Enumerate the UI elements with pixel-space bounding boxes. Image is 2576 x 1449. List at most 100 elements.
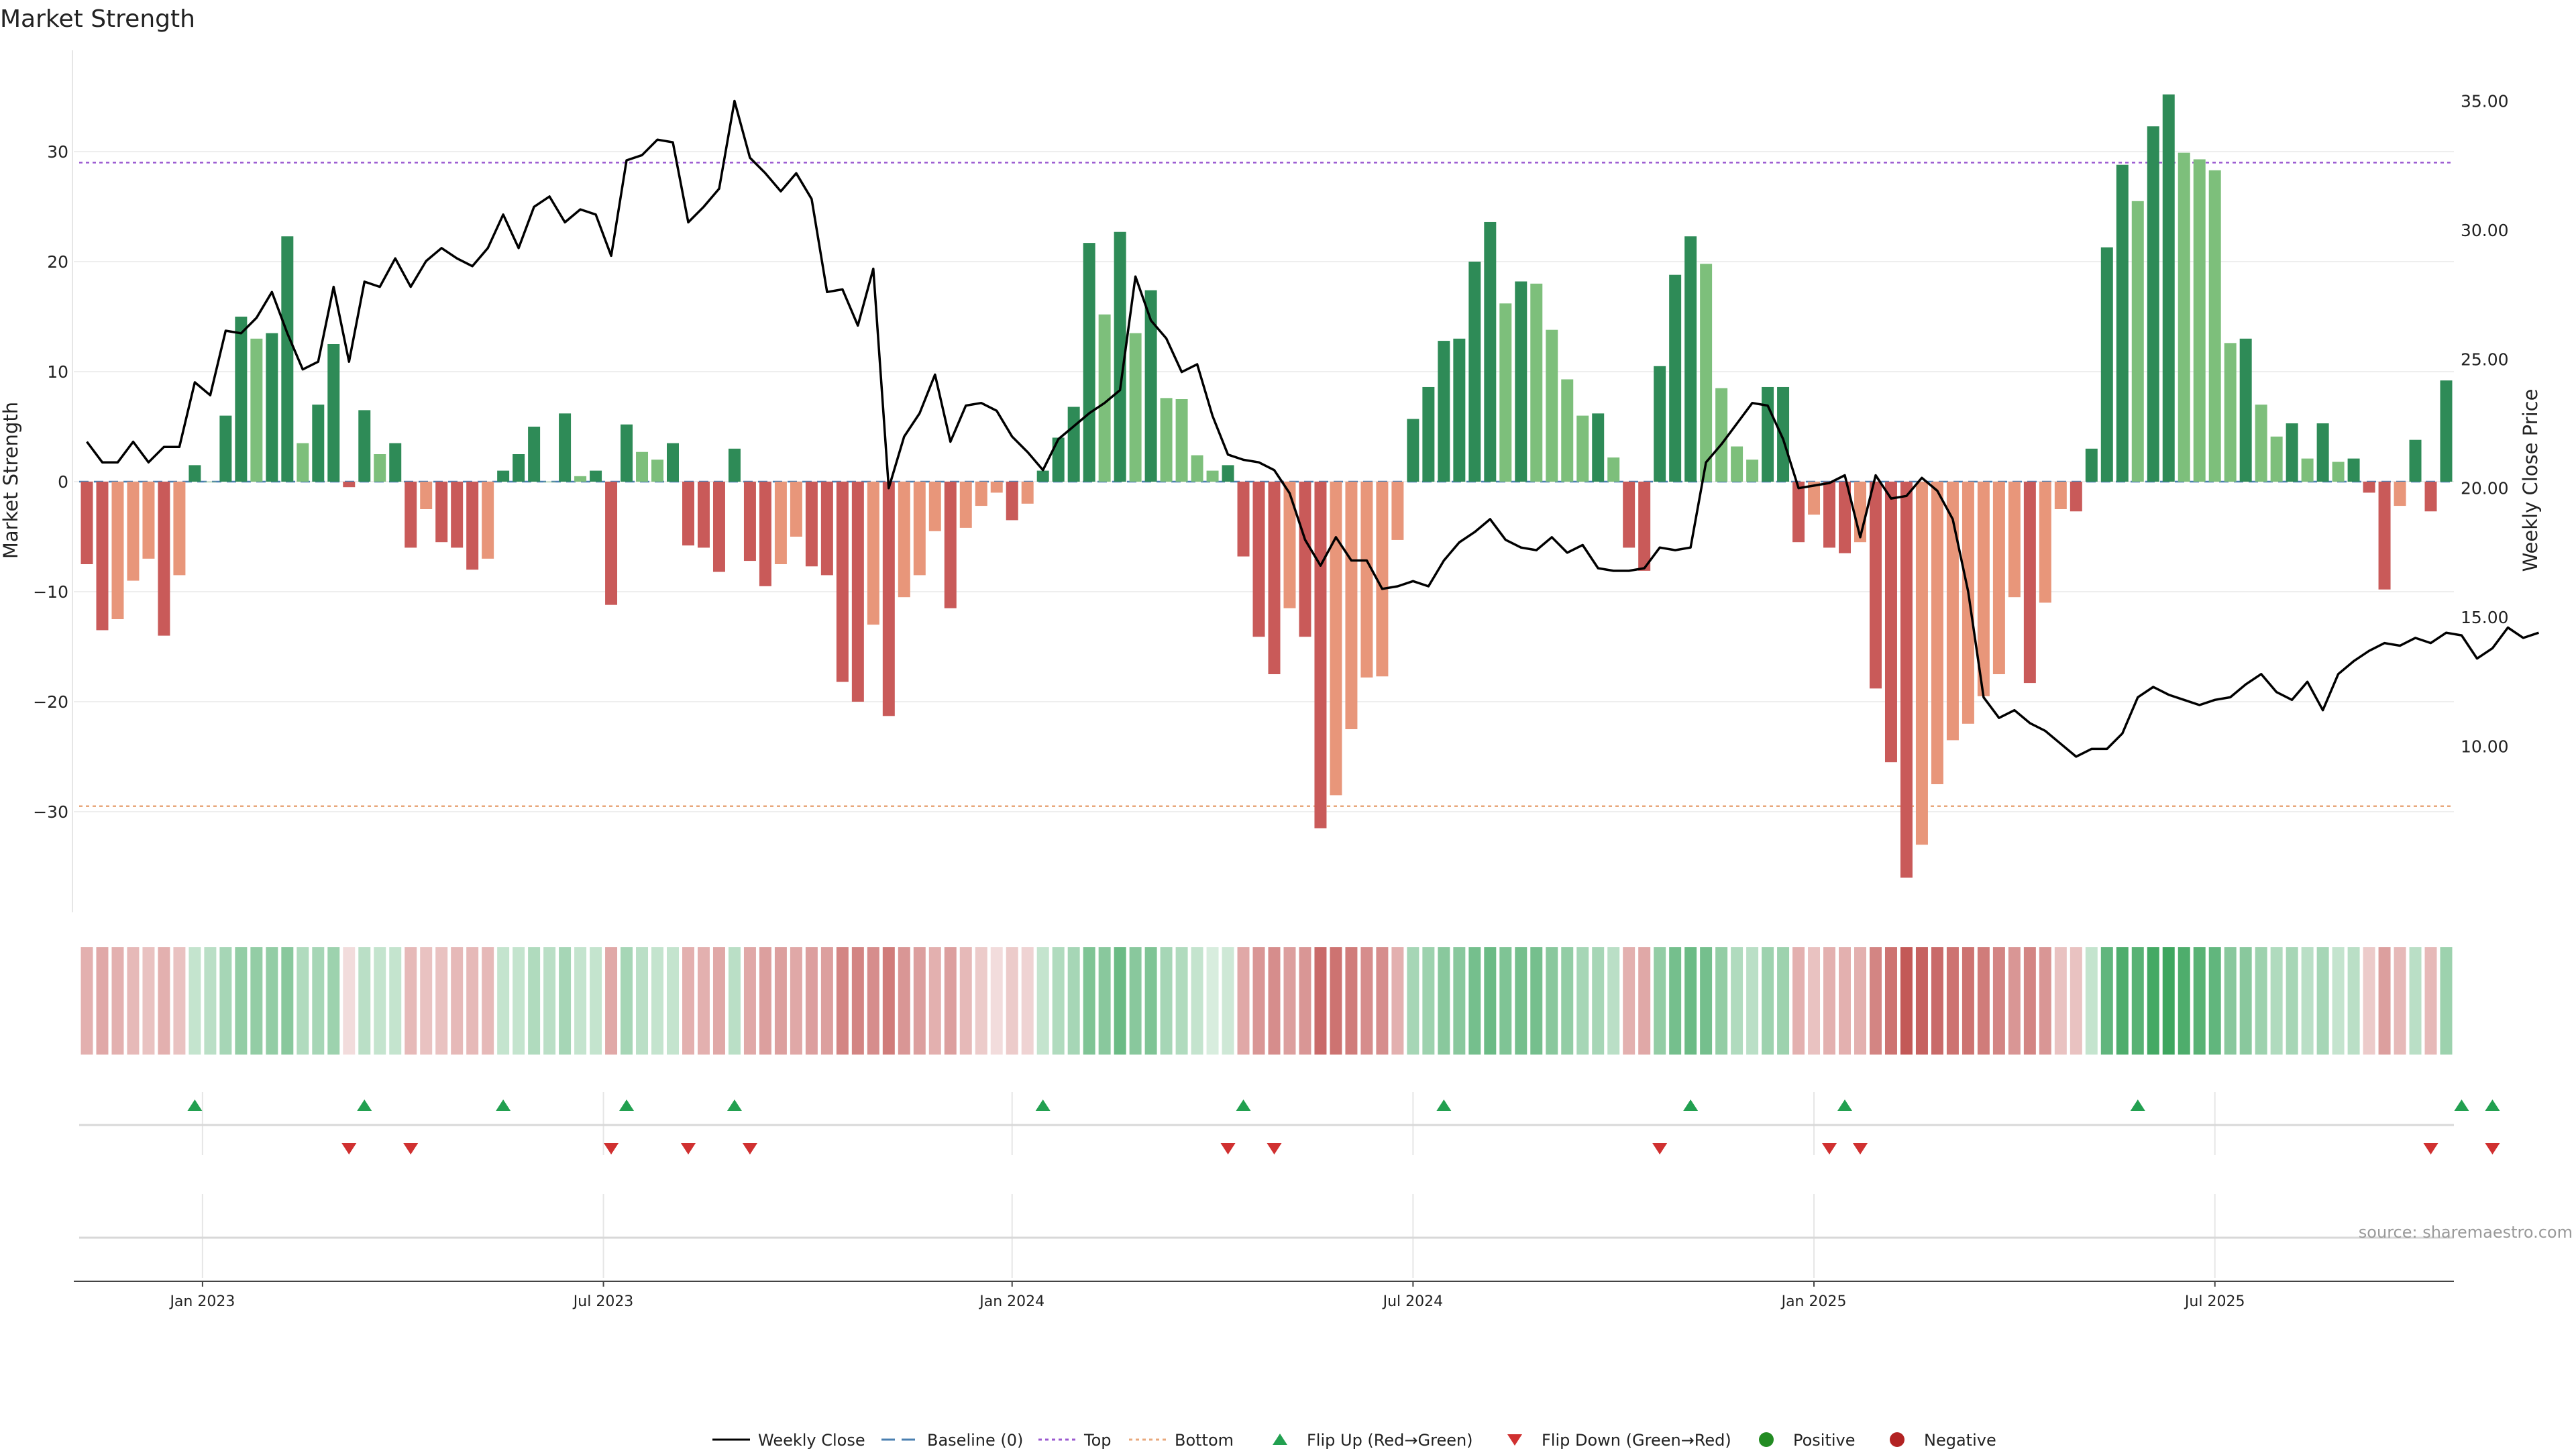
heat-cell [1144,947,1157,1055]
strength-bar [913,482,926,576]
heat-cell [2347,947,2360,1055]
flip-down-marker [604,1143,619,1155]
strength-bar [297,443,309,482]
strength-bar [1946,482,1959,741]
heat-cell [343,947,356,1055]
heat-cell [913,947,926,1055]
heat-cell [1484,947,1497,1055]
source-note: source: sharemaestro.com [2359,1223,2573,1242]
strength-bar [2039,482,2051,603]
strength-heat-strip [80,947,2453,1055]
heat-cell [975,947,987,1055]
heat-cell [2100,947,2113,1055]
heat-cell [497,947,510,1055]
heat-cell [1252,947,1265,1055]
heat-cell [1884,947,1897,1055]
heat-cell [2162,947,2175,1055]
legend-item: Top [1038,1431,1112,1449]
heat-cell [1869,947,1882,1055]
right-tick-label: 35.00 [2461,91,2509,111]
heat-cell [1900,947,1913,1055]
strength-bar [435,482,448,543]
right-tick-label: 25.00 [2461,350,2509,369]
strength-bar [712,482,725,572]
strength-bar [1422,386,1435,482]
heat-cell [204,947,217,1055]
left-tick-label: 20 [47,252,68,272]
heat-cell [559,947,572,1055]
strength-bar [1638,482,1651,571]
strength-bar [142,482,155,559]
heat-cell [2332,947,2345,1055]
heat-cell [805,947,818,1055]
strength-bar [1823,482,1836,548]
strength-bar [1839,482,1851,553]
heat-cell [451,947,464,1055]
heat-cell [2085,947,2098,1055]
heat-cell [1191,947,1203,1055]
heat-cell [543,947,556,1055]
left-tick-label: 0 [58,472,68,492]
heat-cell [1376,947,1389,1055]
strength-bar [2208,170,2221,482]
heat-cell [1931,947,1943,1055]
strength-bar [944,482,957,608]
heat-cell [1283,947,1296,1055]
heat-cell [389,947,402,1055]
heat-cell [882,947,895,1055]
heat-cell [1422,947,1435,1055]
heat-cell [2286,947,2298,1055]
heat-cell [636,947,649,1055]
heat-cell [2116,947,2129,1055]
x-axis: Jan 2023 Jul 2023 Jan 2024 Jul 2024 Jan 2025… [74,1281,2454,1310]
strength-bar [1530,283,1543,482]
flip-up-marker [1236,1099,1251,1111]
heat-cell [312,947,325,1055]
heat-cell [1746,947,1759,1055]
strength-bar [2363,482,2375,493]
strength-bar [990,482,1003,493]
legend-label: Baseline (0) [927,1431,1023,1449]
x-tick-label: Jul 2025 [2184,1293,2245,1310]
heat-cell [990,947,1003,1055]
strength-bar [1268,482,1281,674]
strength-bar [1715,388,1728,482]
strength-bar [1438,341,1450,482]
strength-bar [266,333,278,482]
legend-swatch [1890,1432,1904,1447]
heat-cell [1391,947,1404,1055]
heat-cell [2424,947,2437,1055]
strength-bar [636,451,649,482]
strength-bar [2147,126,2159,482]
heat-cell [759,947,771,1055]
strength-bar [1484,221,1497,482]
right-y-axis: 35.00 30.00 25.00 20.00 15.00 10.00 [2461,91,2509,756]
heat-cell [1777,947,1790,1055]
heat-cell [482,947,494,1055]
heat-cell [959,947,972,1055]
left-tick-label: −10 [33,582,68,602]
strength-bar [2270,436,2283,482]
strength-bar [405,482,417,548]
strength-bar [420,482,433,509]
strength-bar [1314,482,1327,828]
strength-bar [358,410,371,482]
strength-bar [2316,423,2329,482]
strength-bar [235,317,248,482]
heat-cell [1206,947,1219,1055]
heat-cell [189,947,201,1055]
heat-cell [111,947,124,1055]
flip-down-marker [1267,1143,1282,1155]
flip-down-marker [2485,1143,2500,1155]
strength-bar [1222,465,1234,482]
strength-bar [743,482,756,561]
strength-bar [1515,281,1527,482]
strength-bar [1114,231,1126,482]
x-tick-label: Jan 2024 [978,1293,1044,1310]
heat-cell [1067,947,1080,1055]
strength-bar [466,482,479,570]
legend-item: Bottom [1129,1431,1234,1449]
strength-bar [343,482,356,488]
heat-cell [1638,947,1651,1055]
heat-cell [1222,947,1234,1055]
